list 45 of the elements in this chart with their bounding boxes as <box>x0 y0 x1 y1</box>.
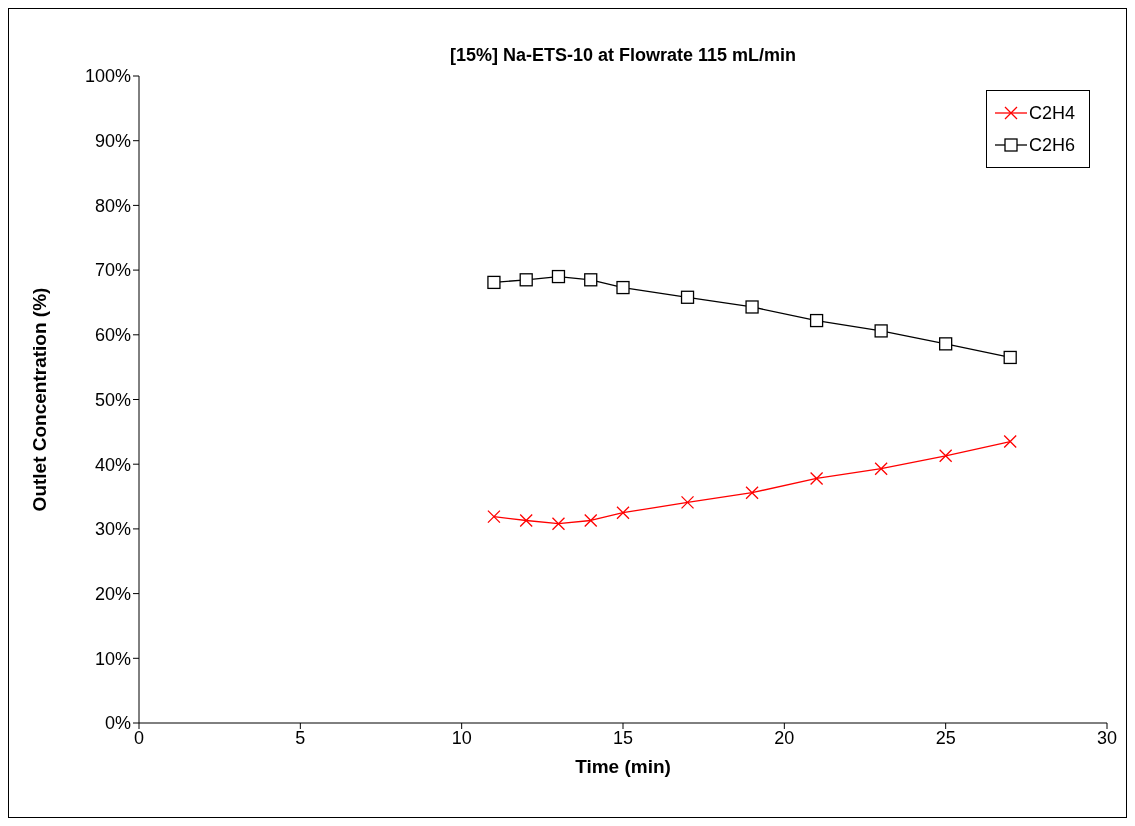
x-tick-label: 25 <box>935 727 956 748</box>
y-axis-title: Outlet Concentration (%) <box>28 287 50 512</box>
y-tick-label: 60% <box>94 325 131 346</box>
point <box>745 486 759 500</box>
point <box>680 495 695 510</box>
point <box>809 471 824 486</box>
y-tick-label: 20% <box>94 583 131 604</box>
y-tick-label: 30% <box>94 519 131 540</box>
legend-label: C2H4 <box>1028 102 1075 124</box>
x-tick-label: 30 <box>1096 727 1118 748</box>
legend-label: C2H6 <box>1028 134 1075 156</box>
y-tick-label: 100% <box>84 66 131 87</box>
chart-title: [15%] Na-ETS-10 at Flowrate 115 mL/min <box>448 45 798 66</box>
x-tick-label: 10 <box>451 727 472 748</box>
y-tick-label: 0% <box>104 713 131 734</box>
y-tick-label: 90% <box>94 131 131 152</box>
point <box>874 462 888 476</box>
x-tick-label: 20 <box>774 727 795 748</box>
point <box>519 513 533 528</box>
y-tick-label: 40% <box>94 454 131 475</box>
x-tick-label: 15 <box>612 727 634 748</box>
point <box>519 273 533 287</box>
point <box>939 337 953 351</box>
point <box>1003 434 1017 449</box>
point <box>616 280 630 295</box>
x-tick-label: 5 <box>295 727 306 748</box>
y-tick-label: 70% <box>94 260 131 281</box>
point <box>551 269 566 284</box>
y-tick-label: 10% <box>94 648 131 669</box>
y-tick-label: 80% <box>94 195 131 216</box>
point <box>487 509 501 524</box>
point <box>745 300 759 314</box>
point <box>584 513 598 528</box>
point <box>1003 350 1017 365</box>
y-tick-label: 50% <box>94 389 131 410</box>
point <box>551 517 566 531</box>
point <box>939 449 953 463</box>
point <box>616 506 630 520</box>
point <box>680 290 695 304</box>
point <box>487 275 501 290</box>
point <box>584 273 598 287</box>
x-axis-title: Time (min) <box>575 756 671 777</box>
point <box>809 313 824 328</box>
point <box>874 324 888 338</box>
x-tick-label: 0 <box>133 727 145 748</box>
